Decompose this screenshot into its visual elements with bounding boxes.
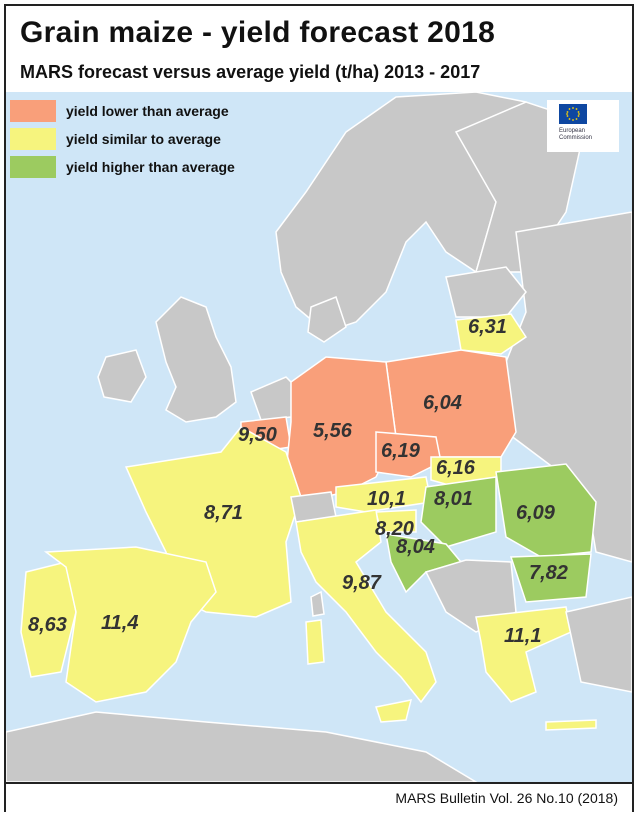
value-label-czechia: 6,19 xyxy=(381,440,420,462)
value-label-bulgaria: 7,82 xyxy=(529,562,568,584)
eu-flag-icon xyxy=(559,104,587,124)
map-svg xyxy=(6,92,632,782)
legend-swatch-lower xyxy=(10,100,56,122)
value-label-poland: 6,04 xyxy=(423,392,462,414)
value-label-portugal: 8,63 xyxy=(28,614,67,636)
region-czechia xyxy=(375,431,442,478)
land-great-britain xyxy=(155,296,237,423)
europe-map: yield lower than average yield similar t… xyxy=(6,92,632,782)
value-label-hungary: 8,01 xyxy=(434,488,473,510)
region-france xyxy=(124,426,302,618)
region-austria xyxy=(335,476,432,513)
legend-swatch-higher xyxy=(10,156,56,178)
value-label-austria: 10,1 xyxy=(367,488,406,510)
legend-label-higher: yield higher than average xyxy=(66,159,235,175)
value-label-belgium: 9,50 xyxy=(238,424,277,446)
value-label-france: 8,71 xyxy=(204,502,243,524)
value-label-romania: 6,09 xyxy=(516,502,555,524)
value-label-italy: 9,87 xyxy=(342,572,381,594)
region-sicily xyxy=(375,699,413,723)
value-label-germany: 5,56 xyxy=(313,420,352,442)
region-crete xyxy=(545,719,597,731)
logo-text: European Commission xyxy=(559,128,592,142)
legend-label-similar: yield similar to average xyxy=(66,131,221,147)
logo-text-line1: European xyxy=(559,128,586,134)
region-slovenia xyxy=(375,509,417,533)
land-baltic xyxy=(445,266,527,318)
region-italy xyxy=(295,509,437,704)
land-denmark xyxy=(307,296,347,343)
region-romania xyxy=(495,463,597,558)
logo-text-line2: Commission xyxy=(559,135,593,141)
value-label-slovakia: 6,16 xyxy=(436,457,475,479)
region-sardinia xyxy=(305,619,325,665)
source-citation: MARS Bulletin Vol. 26 No.10 (2018) xyxy=(395,790,618,806)
land-north-africa xyxy=(6,711,478,782)
footer: MARS Bulletin Vol. 26 No.10 (2018) xyxy=(6,782,632,812)
legend-swatch-similar xyxy=(10,128,56,150)
region-greece xyxy=(475,606,572,703)
value-label-greece: 11,1 xyxy=(504,625,542,647)
header: Grain maize - yield forecast 2018 MARS f… xyxy=(6,6,632,92)
region-spain xyxy=(43,546,217,703)
region-lithuania xyxy=(455,313,528,355)
land-ireland xyxy=(97,349,147,403)
land-corsica xyxy=(310,590,325,617)
land-turkey xyxy=(565,596,632,693)
map-frame: Grain maize - yield forecast 2018 MARS f… xyxy=(4,4,634,812)
region-bulgaria xyxy=(509,553,592,603)
value-label-spain: 11,4 xyxy=(101,612,139,634)
value-label-slovenia: 8,20 xyxy=(375,518,414,540)
map-title: Grain maize - yield forecast 2018 xyxy=(20,16,496,49)
legend-label-lower: yield lower than average xyxy=(66,103,229,119)
value-label-lithuania: 6,31 xyxy=(468,316,507,338)
map-subtitle: MARS forecast versus average yield (t/ha… xyxy=(20,62,481,82)
region-hungary xyxy=(420,476,497,548)
value-label-croatia: 8,04 xyxy=(396,536,435,558)
european-commission-logo: European Commission xyxy=(547,100,619,152)
